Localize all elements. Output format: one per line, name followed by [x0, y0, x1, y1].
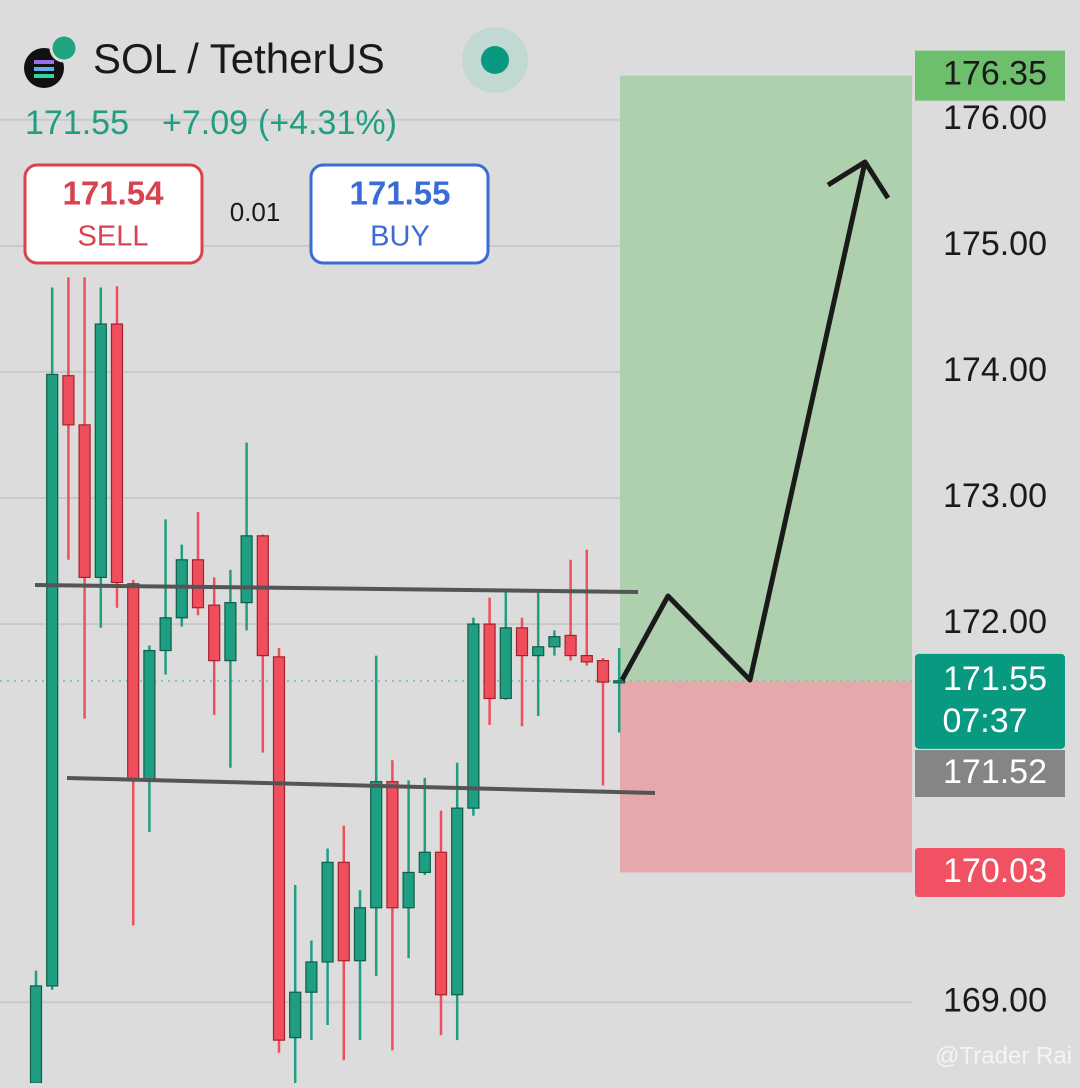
candle-body	[289, 991, 302, 1039]
stop-label: 170.03	[943, 852, 1047, 890]
candle-body	[418, 851, 431, 874]
countdown: 07:37	[942, 702, 1027, 740]
symbol-title: SOL / TetherUS	[93, 35, 385, 82]
candle-body	[483, 623, 496, 700]
candle-body	[499, 627, 512, 700]
buy-price: 171.55	[350, 175, 451, 212]
candle-body	[29, 985, 43, 1084]
candle-body	[467, 623, 480, 809]
trend-line	[66, 776, 656, 795]
last-price: 171.55	[25, 104, 129, 142]
candle-body	[532, 646, 545, 657]
candle-body	[143, 649, 156, 782]
y-tick-label: 173.00	[943, 477, 1047, 515]
candle-body	[78, 424, 91, 579]
candle-body	[353, 907, 367, 962]
stop-label-box	[915, 848, 1065, 897]
sell-price: 171.54	[63, 175, 165, 212]
candle-body	[256, 535, 269, 657]
candle-body	[596, 660, 610, 683]
candle-body	[46, 373, 59, 987]
bid-label-box	[915, 750, 1065, 797]
candle-body	[515, 627, 529, 657]
arrow-head	[826, 159, 891, 200]
y-tick-label: 169.00	[943, 981, 1047, 1019]
candle-body	[272, 656, 286, 1041]
candle-body	[159, 617, 172, 652]
candle-body	[386, 781, 399, 909]
candle-body	[402, 871, 415, 909]
buy-label: BUY	[370, 221, 430, 253]
candle-body	[434, 851, 448, 996]
change-percent: (+4.31%)	[258, 104, 397, 142]
candles	[29, 277, 626, 1084]
y-tick-label: 174.00	[943, 351, 1047, 389]
y-tick-label: 176.00	[943, 99, 1047, 137]
trend-line	[34, 583, 639, 594]
candle-body	[62, 375, 75, 426]
sell-label: SELL	[78, 221, 149, 253]
candle-body	[127, 583, 140, 782]
sell-button[interactable]	[23, 163, 204, 265]
target-label-box	[915, 50, 1065, 101]
price-axis: 169.00 172.00 173.00 174.00 175.00 176.00 176.…	[915, 50, 1065, 1019]
candle-body	[613, 680, 626, 684]
candle-body	[305, 961, 318, 993]
coin-logo-stripe	[34, 74, 54, 78]
candle-body	[580, 654, 593, 663]
coin-logo-stripe	[34, 60, 54, 64]
watermark: @Trader Rai	[935, 1042, 1072, 1069]
quantity: 0.01	[230, 197, 281, 227]
bid-label: 171.52	[943, 753, 1047, 791]
candle-body	[110, 323, 124, 584]
buy-button[interactable]	[309, 163, 490, 265]
candle-body	[240, 535, 253, 604]
candle-body	[94, 323, 107, 579]
arrow	[619, 161, 868, 683]
loss-zone	[620, 680, 912, 873]
status-dot	[481, 46, 509, 74]
candle-body	[224, 602, 237, 662]
candle-body	[175, 559, 188, 619]
candle-body	[337, 861, 350, 962]
tether-logo	[49, 33, 79, 63]
y-tick-label: 172.00	[943, 603, 1047, 641]
candle-body	[370, 781, 383, 909]
candle-body	[548, 636, 561, 648]
candle-body	[208, 604, 221, 662]
candle-body	[451, 807, 464, 996]
change: +7.09	[162, 104, 248, 142]
candle-body	[564, 634, 577, 657]
candle-body	[191, 559, 205, 609]
coin-logo-stripe	[34, 67, 54, 71]
candle-body	[321, 861, 334, 963]
price-label: 171.55	[943, 660, 1047, 698]
y-tick-label: 175.00	[943, 225, 1047, 263]
price-label-box	[915, 653, 1065, 749]
target-label: 176.35	[943, 55, 1047, 93]
position-tool	[0, 75, 912, 873]
